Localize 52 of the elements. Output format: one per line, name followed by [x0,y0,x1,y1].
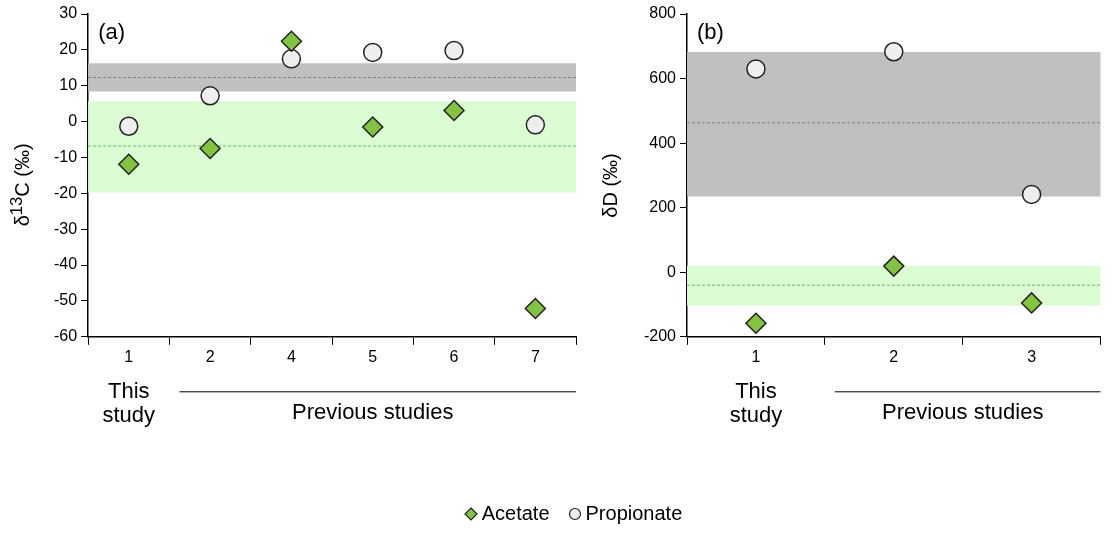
point [281,49,302,69]
y-axis-title: δD (‰) [598,152,622,218]
x-tick-label: 2 [889,347,899,365]
point [200,86,220,106]
x-tick-label: 3 [1027,347,1037,365]
y-tick-label: -20 [54,183,78,201]
point [119,116,139,137]
y-tick-label: 0 [667,262,677,280]
y-tick-label: 30 [59,4,78,22]
annotation: (b) [697,19,724,45]
y-tick-label: -40 [54,255,78,273]
x-tick-label: 1 [124,347,134,365]
x-tick-label: 5 [368,347,378,365]
point [1020,292,1043,314]
point [884,42,904,62]
legend-label: Propionate [584,502,683,525]
y-tick-label: -10 [54,147,78,165]
point [525,115,546,135]
y-tick-label: 0 [68,112,78,130]
y-tick-label: 10 [59,76,78,94]
text: Previous studies [881,398,1044,424]
y-tick-label: 20 [59,40,78,58]
y-tick-label: 600 [649,68,677,86]
y-tick-label: -30 [54,219,78,237]
point [745,312,767,334]
point [362,42,383,63]
point [443,99,465,122]
point [746,59,766,79]
x-tick-label: 6 [449,347,459,365]
point [883,255,905,277]
text: Previous studies [292,398,454,424]
text: This study [729,377,783,427]
y-tick-label: -60 [54,327,78,345]
point [444,40,464,61]
x-tick-label: 1 [751,347,761,365]
x-tick-label: 4 [286,347,296,365]
x-tick-label: 7 [530,347,540,365]
annotation: (a) [98,19,126,45]
point [524,297,547,320]
point [280,30,303,53]
y-tick-label: -200 [643,327,677,345]
y-tick-label: 200 [649,198,677,216]
point [1021,184,1042,205]
point [361,116,384,138]
y-tick-label: 400 [649,133,677,151]
point [199,137,221,160]
y-tick-label: -50 [54,291,78,309]
x-tick-label: 2 [205,347,215,365]
point [118,153,140,176]
text: This study [102,377,156,427]
y-tick-label: 800 [649,4,677,22]
legend-label: Acetate [480,502,550,525]
